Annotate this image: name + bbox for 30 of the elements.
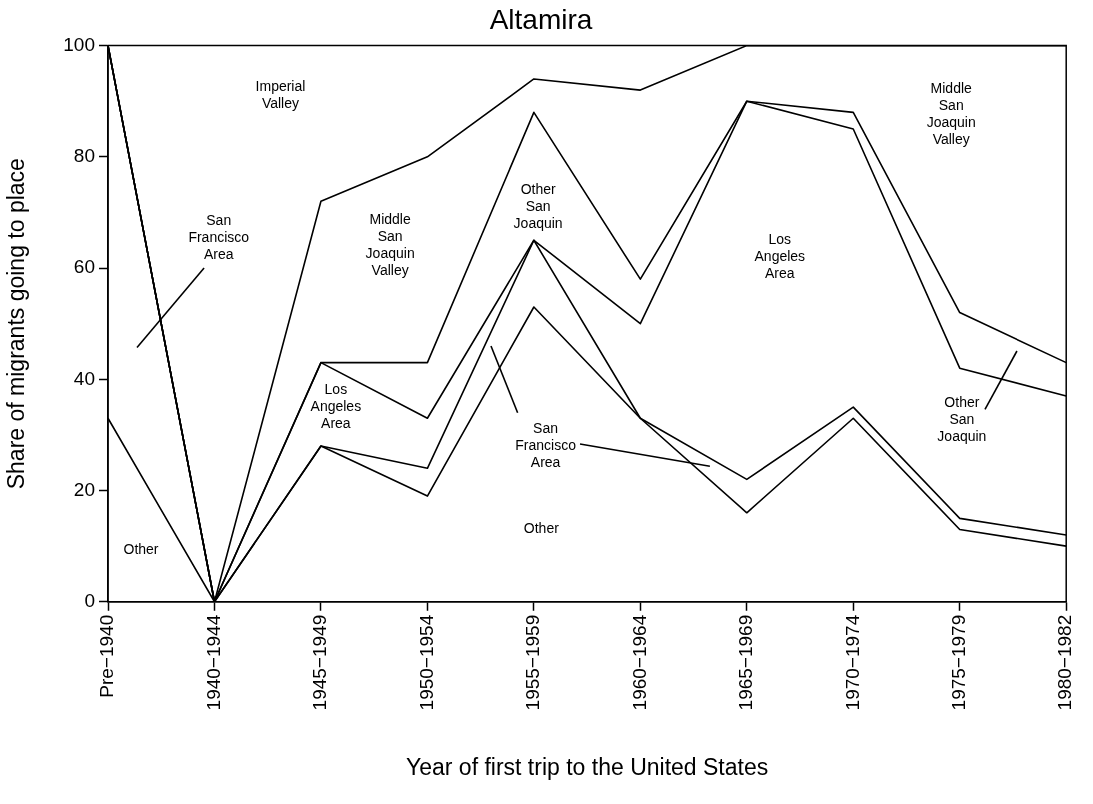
annotation: Other [123, 541, 159, 558]
annotation: Los Angeles Area [310, 380, 362, 431]
x-tick-label: 1980−1982 [1054, 614, 1076, 711]
x-tick-label: 1955−1959 [522, 614, 544, 711]
x-tick-label: 1945−1949 [309, 614, 331, 711]
y-tick-label: 40 [73, 367, 95, 389]
x-tick-label: 1970−1974 [841, 614, 863, 711]
x-tick-label: 1960−1964 [628, 614, 650, 711]
y-tick-label: 80 [73, 145, 95, 167]
chart-title: Altamira [489, 3, 593, 35]
x-tick-label: 1975−1979 [947, 614, 969, 711]
y-tick-label: 60 [73, 256, 95, 278]
y-tick-label: 20 [73, 478, 95, 500]
y-axis-title: Share of migrants going to place [3, 158, 30, 490]
annotation: Middle San Joaquin Valley [926, 79, 976, 147]
annotation: Middle San Joaquin Valley [365, 211, 415, 279]
annotation: Imperial Valley [255, 78, 306, 112]
x-tick-label: 1950−1954 [415, 614, 437, 711]
annotation: Los Angeles Area [754, 230, 806, 281]
y-tick-label: 100 [63, 33, 95, 55]
annotation: Other [523, 520, 560, 537]
annotation: Other San Joaquin [513, 180, 563, 231]
x-tick-label: 1965−1969 [735, 614, 757, 711]
x-tick-label: Pre−1940 [96, 614, 118, 698]
annotation: Other San Joaquin [937, 394, 987, 445]
x-axis-title: Year of first trip to the United States [405, 753, 769, 780]
annotation: San Francisco Area [188, 211, 250, 262]
x-tick-label: 1940−1944 [202, 614, 224, 711]
annotation: San Francisco Area [515, 419, 577, 470]
y-tick-label: 0 [84, 590, 95, 611]
